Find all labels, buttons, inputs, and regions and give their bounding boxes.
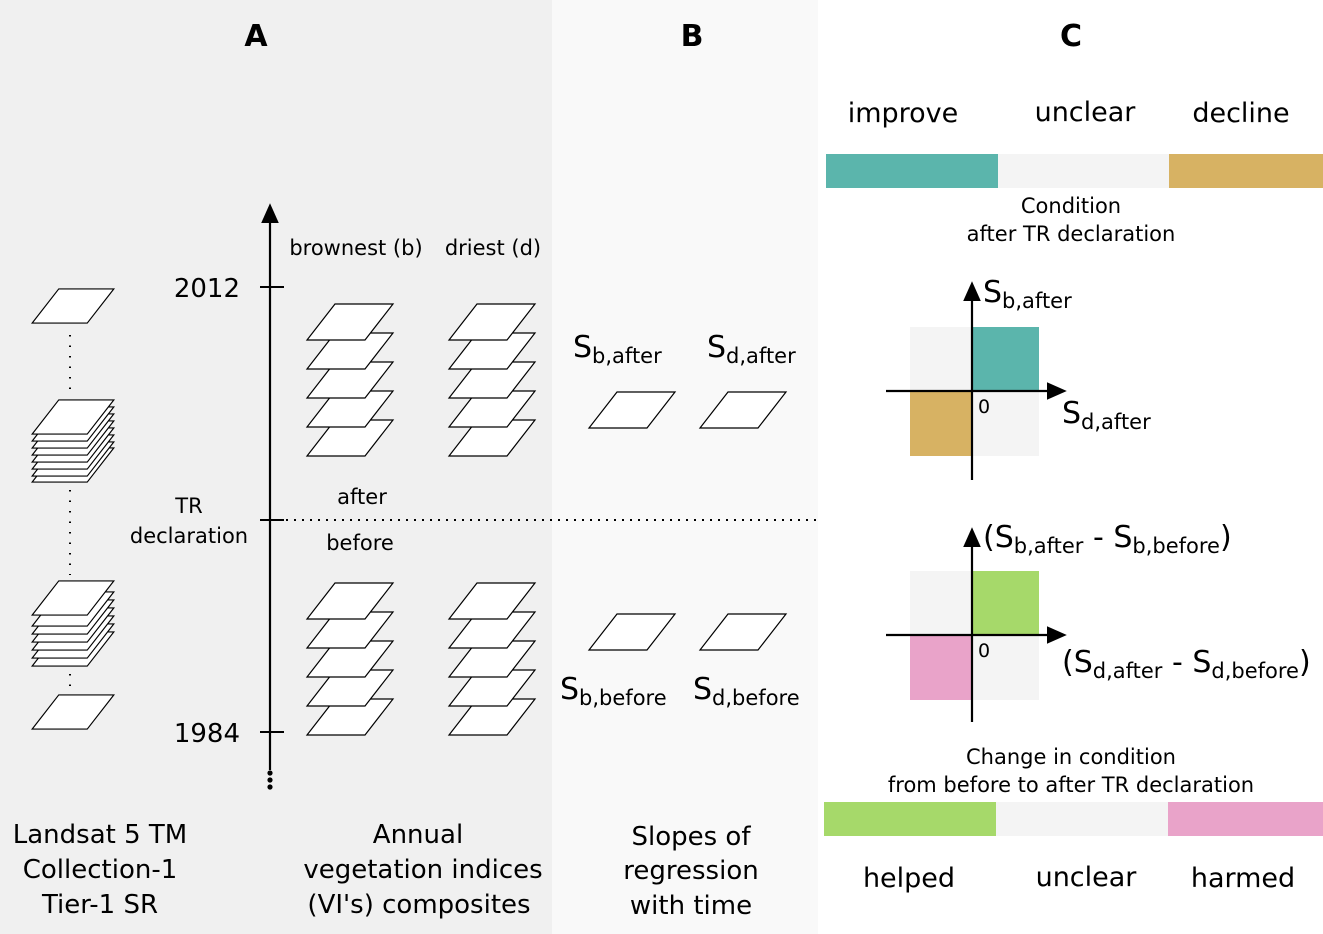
quadrant1-top-left [910,327,972,391]
composites-caption-line-3: (VI's) composites [307,890,530,920]
landsat-scene-stack [31,288,115,730]
quadrant2-bottom-right [972,635,1039,700]
condition-swatch-improve [826,154,998,188]
composites-caption-line-1: Annual [373,820,463,850]
condition-label-decline: decline [1192,98,1289,129]
year-label-2012: 2012 [174,274,240,304]
before-label: before [326,531,394,555]
panel-c-heading: C [1060,19,1082,54]
time-axis [260,203,284,790]
brownest-stack-label: brownest (b) [289,236,422,260]
panel-a-heading: A [244,19,268,54]
slopes-caption-line-3: with time [630,891,752,921]
condition-caption-line-1: Condition [1021,194,1121,218]
after-label: after [337,485,387,509]
change-caption-line-1: Change in condition [966,745,1176,769]
condition-color-bar [826,154,1323,188]
quadrant1-y-axis-label: Sb,after [983,275,1072,313]
quadrant2-bottom-left [910,635,972,700]
change-quadrant-plot [886,527,1067,722]
year-label-1984: 1984 [174,719,240,749]
condition-swatch-unclear [998,154,1169,188]
quadrant2-x-axis-label: (Sd,after - Sd,before) [1062,645,1311,683]
slope-label-d-before: Sd,before [693,672,800,710]
landsat-caption-line-3: Tier-1 SR [41,890,158,920]
slope-label-d-after: Sd,after [707,330,796,368]
change-swatch-helped [824,802,996,836]
quadrant2-top-left [910,571,972,635]
change-label-harmed: harmed [1191,863,1295,894]
slope-label-b-before: Sb,before [560,672,667,710]
tr-declaration-label-line-2: declaration [130,524,248,548]
slopes-caption-line-1: Slopes of [631,822,751,852]
condition-caption-line-2: after TR declaration [967,222,1176,246]
quadrant1-top-right [972,327,1039,391]
panel-b-background [552,0,818,934]
change-label-unclear: unclear [1036,862,1138,893]
change-swatch-harmed [1168,802,1323,836]
quadrant1-origin: 0 [978,396,990,418]
change-caption-line-2: from before to after TR declaration [888,773,1254,797]
change-color-bar [824,802,1323,836]
composites-caption-line-2: vegetation indices [303,855,542,885]
condition-swatch-decline [1169,154,1323,188]
landsat-caption-line-1: Landsat 5 TM [13,820,187,850]
change-swatch-unclear [996,802,1168,836]
tr-declaration-label-line-1: TR [174,494,202,518]
quadrant2-origin: 0 [978,640,990,662]
condition-label-improve: improve [848,98,959,129]
condition-quadrant-plot [886,281,1067,480]
change-label-helped: helped [863,863,955,894]
slope-label-b-after: Sb,after [573,330,662,368]
slopes-caption-line-2: regression [623,856,758,886]
landsat-caption-line-2: Collection-1 [23,855,178,885]
quadrant1-bottom-right [972,391,1039,456]
driest-stack-label: driest (d) [445,236,541,260]
condition-label-unclear: unclear [1035,97,1137,128]
quadrant2-y-axis-label: (Sb,after - Sb,before) [983,520,1232,558]
quadrant2-top-right [972,571,1039,635]
panel-b-heading: B [681,19,704,54]
quadrant1-bottom-left [910,391,972,456]
quadrant1-x-axis-label: Sd,after [1062,396,1151,434]
